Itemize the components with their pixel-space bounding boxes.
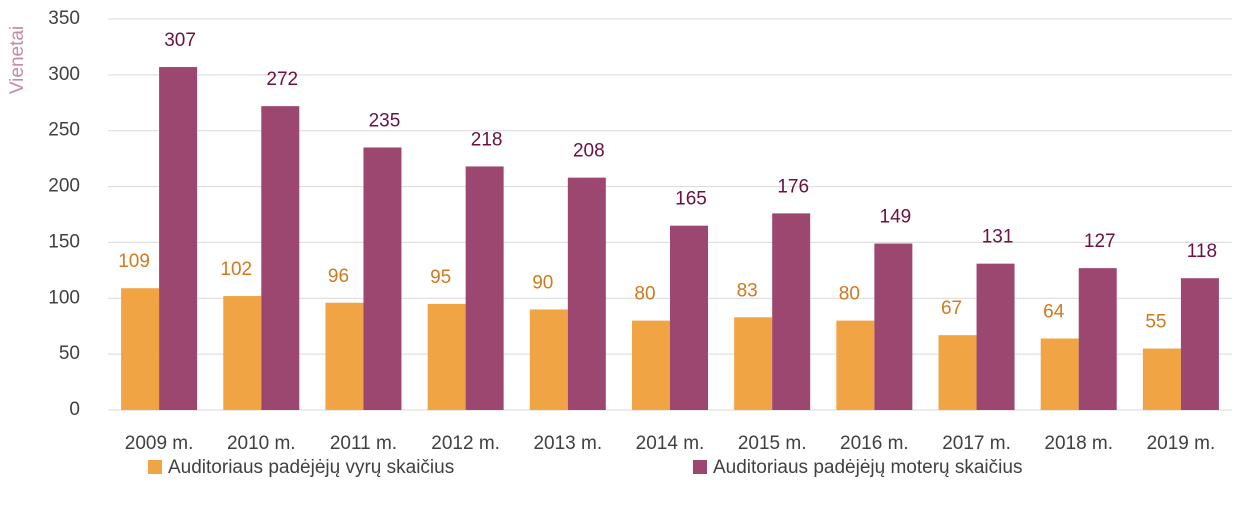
x-tick-label: 2009 m.: [125, 433, 194, 454]
bar: [1142, 348, 1181, 410]
data-label: 208: [573, 141, 605, 162]
data-label: 96: [328, 266, 349, 287]
data-label: 307: [164, 30, 196, 51]
data-label: 90: [532, 272, 553, 293]
bar: [567, 177, 606, 410]
bar: [874, 243, 913, 410]
bar: [363, 147, 402, 410]
x-tick-label: 2015 m.: [738, 433, 807, 454]
data-label: 102: [220, 259, 252, 280]
bar: [159, 67, 198, 410]
data-label: 149: [880, 207, 912, 228]
legend-label: Auditoriaus padėjėjų moterų skaičius: [713, 457, 1022, 478]
bar: [427, 303, 466, 410]
bar: [938, 335, 977, 410]
y-tick-label: 50: [59, 343, 80, 364]
data-label: 83: [737, 280, 758, 301]
y-tick-label: 150: [48, 231, 80, 252]
data-label: 55: [1145, 312, 1166, 333]
data-label: 176: [777, 176, 809, 197]
bar: [632, 320, 670, 410]
bar: [529, 309, 568, 410]
x-tick-label: 2016 m.: [840, 433, 909, 454]
data-label: 67: [941, 298, 962, 319]
bar: [465, 166, 504, 410]
data-label: 127: [1084, 231, 1116, 252]
legend-swatch: [693, 460, 707, 474]
x-tick-label: 2019 m.: [1147, 433, 1216, 454]
data-label: 131: [982, 227, 1014, 248]
bar: [670, 225, 708, 410]
bar: [1180, 278, 1219, 410]
data-label: 80: [634, 284, 655, 305]
bar: [1040, 338, 1079, 410]
data-label: 118: [1187, 241, 1217, 262]
data-label: 80: [839, 284, 860, 305]
bar: [976, 263, 1015, 410]
y-tick-label: 100: [48, 287, 80, 308]
x-tick-label: 2010 m.: [227, 433, 296, 454]
data-label: 165: [675, 189, 707, 210]
data-label: 64: [1043, 302, 1065, 323]
bar: [734, 317, 773, 410]
bar: [1078, 268, 1117, 410]
bar: [836, 320, 875, 410]
x-tick-label: 2017 m.: [942, 433, 1011, 454]
y-tick-label: 350: [48, 8, 80, 29]
data-label: 218: [471, 129, 503, 150]
x-tick-label: 2013 m.: [533, 433, 602, 454]
data-label: 95: [430, 267, 451, 288]
y-tick-label: 250: [48, 120, 80, 141]
data-label: 272: [266, 69, 298, 90]
bar: [325, 302, 364, 410]
data-label: 109: [118, 251, 150, 272]
x-tick-label: 2014 m.: [636, 433, 705, 454]
x-tick-label: 2011 m.: [330, 433, 397, 454]
bar: [261, 106, 300, 410]
x-tick-label: 2018 m.: [1044, 433, 1113, 454]
bar: [772, 213, 811, 410]
y-axis-label: Vienetai: [7, 26, 28, 94]
data-label: 235: [369, 110, 401, 131]
y-tick-label: 200: [48, 176, 80, 197]
legend-label: Auditoriaus padėjėjų vyrų skaičius: [168, 457, 454, 478]
bar: [121, 288, 160, 410]
x-tick-label: 2012 m.: [431, 433, 500, 454]
y-tick-label: 300: [48, 64, 80, 85]
legend-swatch: [148, 460, 162, 474]
bar: [223, 296, 262, 410]
y-tick-label: 0: [69, 399, 80, 420]
